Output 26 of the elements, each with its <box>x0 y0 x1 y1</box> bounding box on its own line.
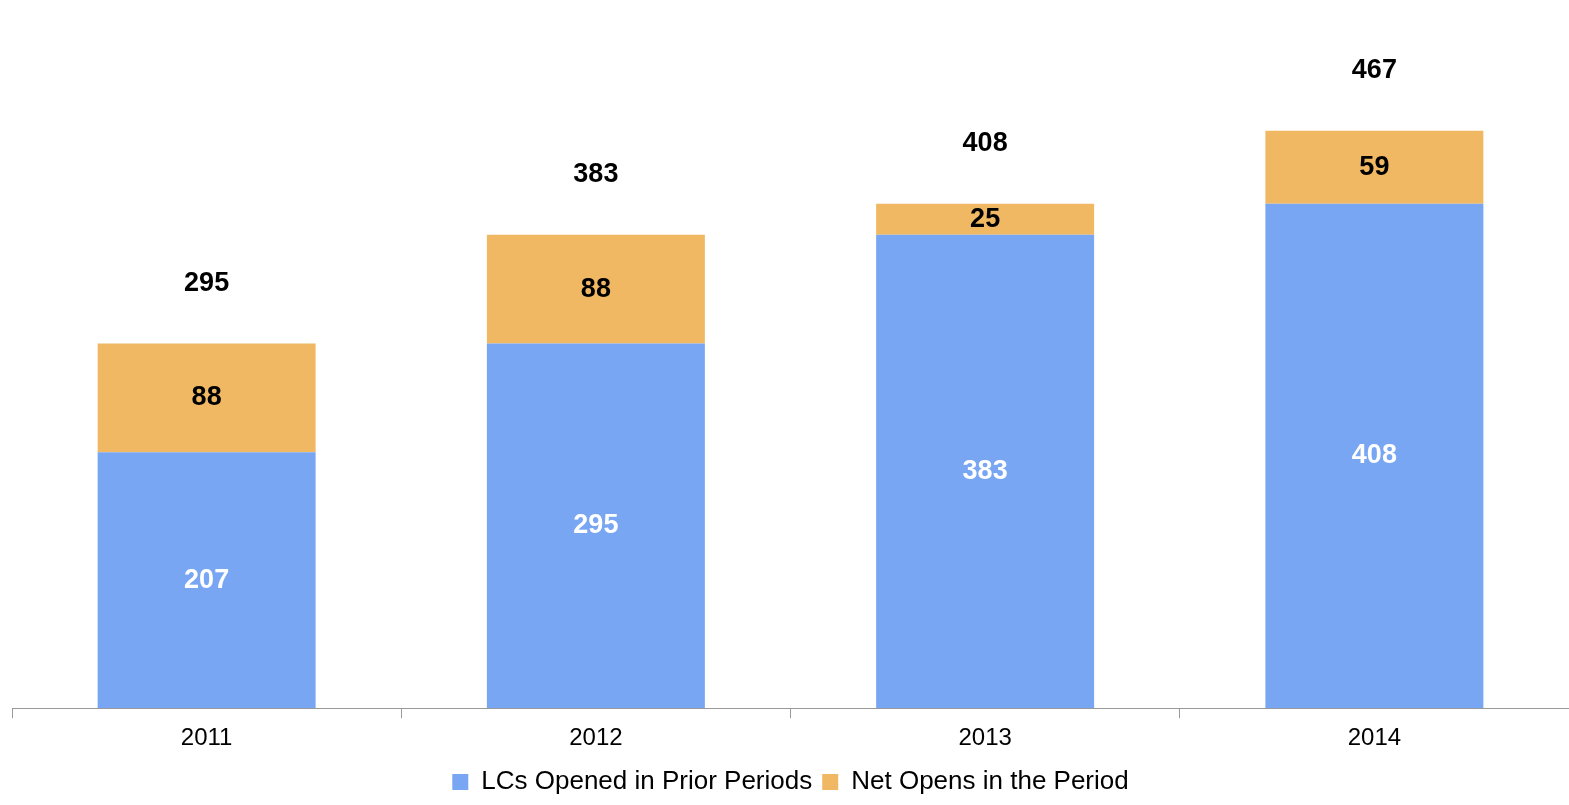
total-label: 467 <box>1351 54 1397 85</box>
data-label: 88 <box>580 272 611 303</box>
bar <box>97 343 316 453</box>
x-tick-label: 2013 <box>958 723 1012 751</box>
data-label: 88 <box>191 381 222 412</box>
data-label: 207 <box>184 563 230 594</box>
bar <box>486 343 705 709</box>
x-tick-label: 2014 <box>1347 723 1402 751</box>
x-tick-label: 2012 <box>569 723 623 751</box>
legend-label: LCs Opened in Prior Periods <box>481 765 813 796</box>
data-label: 25 <box>970 202 1001 233</box>
bar <box>97 452 316 709</box>
total-label: 383 <box>573 158 619 189</box>
data-label: 295 <box>573 509 619 540</box>
data-label: 383 <box>962 454 1008 485</box>
bar <box>1265 203 1484 709</box>
data-label: 59 <box>1359 150 1390 181</box>
bar <box>876 234 1095 709</box>
bar <box>876 203 1095 235</box>
total-label: 295 <box>184 266 230 297</box>
bar <box>1265 130 1484 204</box>
bar <box>486 234 705 344</box>
x-tick-label: 2011 <box>180 723 233 751</box>
legend-label: Net Opens in the Period <box>851 765 1129 796</box>
total-label: 408 <box>962 127 1008 158</box>
data-label: 408 <box>1351 439 1397 470</box>
